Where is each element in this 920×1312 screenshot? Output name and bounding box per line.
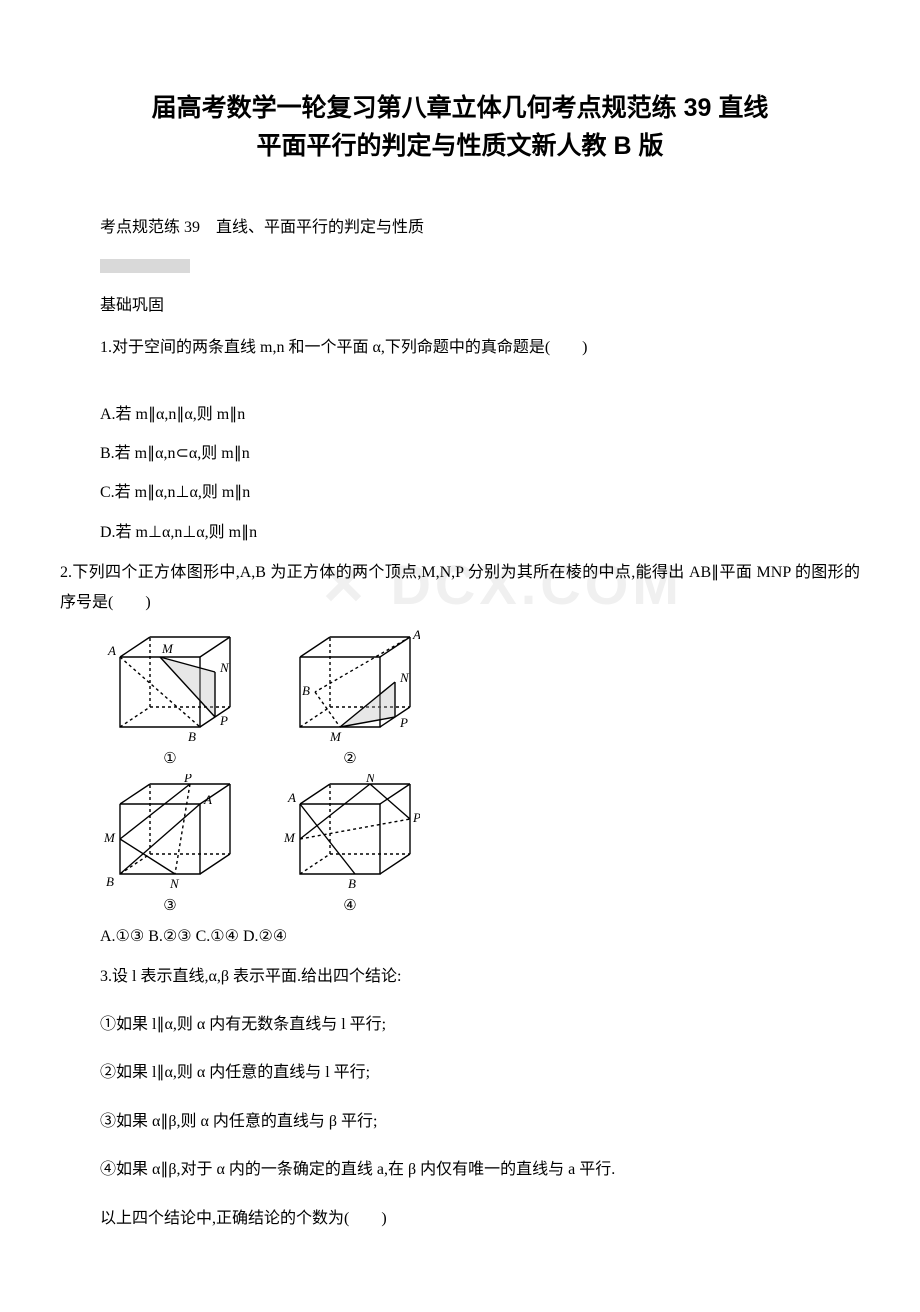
svg-text:B: B — [188, 729, 196, 744]
subtitle: 考点规范练 39 直线、平面平行的判定与性质 — [100, 215, 860, 241]
svg-text:B: B — [348, 876, 356, 891]
svg-text:A: A — [107, 643, 116, 658]
title-line-1: 届高考数学一轮复习第八章立体几何考点规范练 39 直线 — [152, 94, 769, 122]
fig-num-1: ① — [163, 749, 176, 768]
svg-text:P: P — [399, 715, 408, 730]
svg-text:M: M — [329, 729, 342, 744]
fig-num-2: ② — [343, 749, 356, 768]
q2-options: A.①③ B.②③ C.①④ D.②④ — [100, 923, 860, 950]
svg-text:P: P — [219, 713, 228, 728]
section-label: 基础巩固 — [100, 291, 860, 315]
svg-text:M: M — [161, 641, 174, 656]
cube-figure-2: A B M N P — [280, 627, 420, 747]
svg-text:P: P — [412, 810, 420, 825]
svg-text:B: B — [302, 683, 310, 698]
cube-figure-4: A N P M B — [280, 774, 420, 894]
svg-text:A: A — [412, 627, 420, 642]
fig-num-4: ④ — [343, 896, 356, 915]
svg-text:A: A — [287, 790, 296, 805]
svg-text:M: M — [283, 830, 296, 845]
svg-text:N: N — [399, 670, 410, 685]
fig-num-3: ③ — [163, 896, 176, 915]
q3-s3: ③如果 α∥β,则 α 内任意的直线与 β 平行; — [100, 1107, 860, 1137]
q1-option-c: C.若 m∥α,n⊥α,则 m∥n — [100, 479, 860, 506]
svg-text:A: A — [203, 792, 212, 807]
q1-option-b: B.若 m∥α,n⊂α,则 m∥n — [100, 440, 860, 467]
svg-text:N: N — [219, 660, 230, 675]
cube-figure-1: A M N P B — [100, 627, 240, 747]
svg-text:M: M — [103, 830, 116, 845]
title-line-2: 平面平行的判定与性质文新人教 B 版 — [257, 132, 664, 160]
q3-s4: ④如果 α∥β,对于 α 内的一条确定的直线 a,在 β 内仅有唯一的直线与 a… — [100, 1155, 860, 1185]
q3-stem: 3.设 l 表示直线,α,β 表示平面.给出四个结论: — [100, 962, 860, 992]
q1-option-a: A.若 m∥α,n∥α,则 m∥n — [100, 401, 860, 428]
q3-s1: ①如果 l∥α,则 α 内有无数条直线与 l 平行; — [100, 1010, 860, 1040]
svg-text:N: N — [169, 876, 180, 891]
q2-stem: 2.下列四个正方体图形中,A,B 为正方体的两个顶点,M,N,P 分别为其所在棱… — [60, 558, 860, 619]
cube-figures: A M N P B ① — [100, 627, 860, 915]
q3-s2: ②如果 l∥α,则 α 内任意的直线与 l 平行; — [100, 1058, 860, 1088]
svg-text:P: P — [183, 774, 192, 785]
cube-figure-3: P A M N B — [100, 774, 240, 894]
gray-bar — [100, 259, 190, 273]
q3-end: 以上四个结论中,正确结论的个数为( ) — [100, 1204, 860, 1234]
q1-stem: 1.对于空间的两条直线 m,n 和一个平面 α,下列命题中的真命题是( ) — [100, 333, 860, 363]
svg-text:B: B — [106, 874, 114, 889]
svg-text:N: N — [365, 774, 376, 785]
q1-option-d: D.若 m⊥α,n⊥α,则 m∥n — [100, 519, 860, 546]
